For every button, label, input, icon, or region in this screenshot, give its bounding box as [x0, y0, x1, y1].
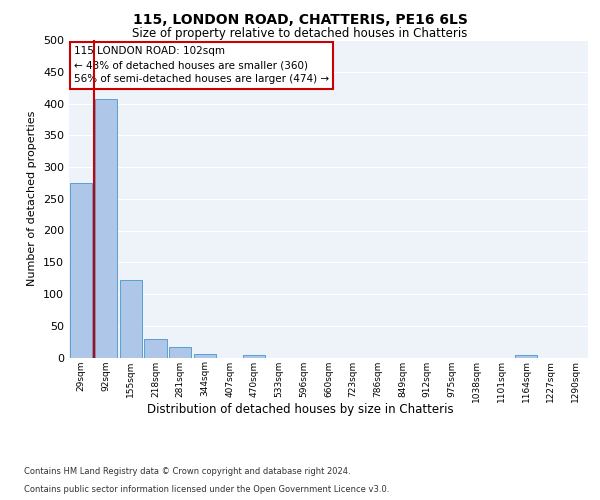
Bar: [515, 355, 538, 358]
Bar: [145, 339, 167, 357]
Y-axis label: Number of detached properties: Number of detached properties: [28, 111, 37, 286]
Text: 115 LONDON ROAD: 102sqm
← 43% of detached houses are smaller (360)
56% of semi-d: 115 LONDON ROAD: 102sqm ← 43% of detache…: [74, 46, 329, 84]
Text: Distribution of detached houses by size in Chatteris: Distribution of detached houses by size …: [146, 402, 454, 415]
Bar: [169, 348, 191, 358]
Text: Contains public sector information licensed under the Open Government Licence v3: Contains public sector information licen…: [24, 485, 389, 494]
Bar: [194, 354, 216, 358]
Text: 115, LONDON ROAD, CHATTERIS, PE16 6LS: 115, LONDON ROAD, CHATTERIS, PE16 6LS: [133, 12, 467, 26]
Bar: [95, 99, 117, 357]
Bar: [119, 280, 142, 357]
Text: Contains HM Land Registry data © Crown copyright and database right 2024.: Contains HM Land Registry data © Crown c…: [24, 468, 350, 476]
Text: Size of property relative to detached houses in Chatteris: Size of property relative to detached ho…: [133, 28, 467, 40]
Bar: [70, 183, 92, 358]
Bar: [243, 355, 265, 358]
